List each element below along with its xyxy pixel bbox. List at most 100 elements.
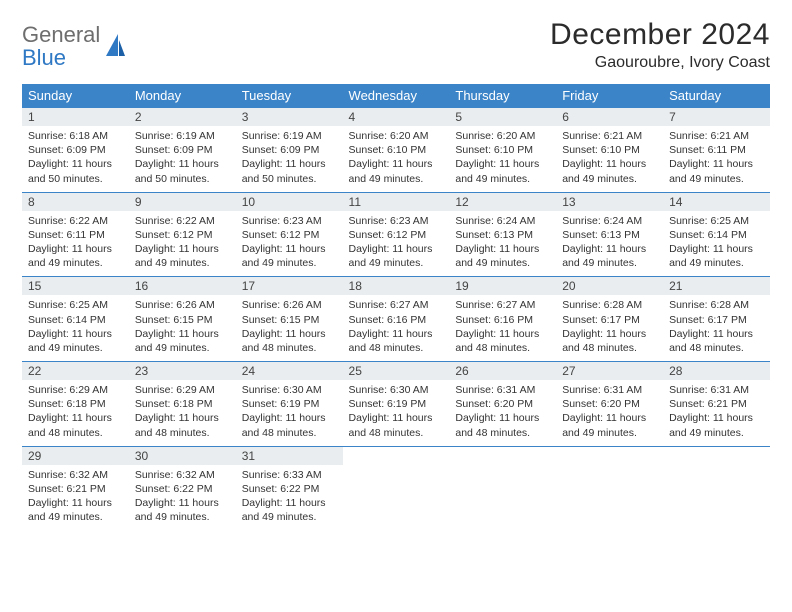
- day-details: Sunrise: 6:23 AMSunset: 6:12 PMDaylight:…: [343, 211, 450, 277]
- day-number: 1: [22, 108, 129, 126]
- day-number: 18: [343, 277, 450, 295]
- day-details: Sunrise: 6:30 AMSunset: 6:19 PMDaylight:…: [236, 380, 343, 446]
- day-details: Sunrise: 6:29 AMSunset: 6:18 PMDaylight:…: [22, 380, 129, 446]
- day-details: Sunrise: 6:31 AMSunset: 6:20 PMDaylight:…: [556, 380, 663, 446]
- weekday-header: Saturday: [663, 84, 770, 108]
- calendar-week-row: 22Sunrise: 6:29 AMSunset: 6:18 PMDayligh…: [22, 362, 770, 447]
- calendar-cell: 3Sunrise: 6:19 AMSunset: 6:09 PMDaylight…: [236, 108, 343, 193]
- day-details: Sunrise: 6:31 AMSunset: 6:20 PMDaylight:…: [449, 380, 556, 446]
- day-details: Sunrise: 6:27 AMSunset: 6:16 PMDaylight:…: [449, 295, 556, 361]
- day-details: Sunrise: 6:30 AMSunset: 6:19 PMDaylight:…: [343, 380, 450, 446]
- month-title: December 2024: [550, 18, 770, 52]
- calendar-week-row: 15Sunrise: 6:25 AMSunset: 6:14 PMDayligh…: [22, 277, 770, 362]
- calendar-cell: 25Sunrise: 6:30 AMSunset: 6:19 PMDayligh…: [343, 362, 450, 447]
- header: General Blue December 2024 Gaouroubre, I…: [22, 18, 770, 72]
- day-number: 3: [236, 108, 343, 126]
- calendar-cell: 22Sunrise: 6:29 AMSunset: 6:18 PMDayligh…: [22, 362, 129, 447]
- day-number: 29: [22, 447, 129, 465]
- day-number: 12: [449, 193, 556, 211]
- day-details: Sunrise: 6:24 AMSunset: 6:13 PMDaylight:…: [449, 211, 556, 277]
- calendar-cell: 24Sunrise: 6:30 AMSunset: 6:19 PMDayligh…: [236, 362, 343, 447]
- day-details: Sunrise: 6:26 AMSunset: 6:15 PMDaylight:…: [129, 295, 236, 361]
- day-details: Sunrise: 6:20 AMSunset: 6:10 PMDaylight:…: [449, 126, 556, 192]
- day-number: 20: [556, 277, 663, 295]
- brand-word2: Blue: [22, 45, 66, 70]
- calendar-cell: ..: [663, 446, 770, 530]
- day-details: Sunrise: 6:25 AMSunset: 6:14 PMDaylight:…: [663, 211, 770, 277]
- day-number: 14: [663, 193, 770, 211]
- day-number: 6: [556, 108, 663, 126]
- weekday-header: Thursday: [449, 84, 556, 108]
- calendar-cell: 11Sunrise: 6:23 AMSunset: 6:12 PMDayligh…: [343, 192, 450, 277]
- weekday-header: Monday: [129, 84, 236, 108]
- day-details: Sunrise: 6:20 AMSunset: 6:10 PMDaylight:…: [343, 126, 450, 192]
- day-details: Sunrise: 6:21 AMSunset: 6:10 PMDaylight:…: [556, 126, 663, 192]
- weekday-header: Tuesday: [236, 84, 343, 108]
- calendar-cell: 13Sunrise: 6:24 AMSunset: 6:13 PMDayligh…: [556, 192, 663, 277]
- calendar-cell: 20Sunrise: 6:28 AMSunset: 6:17 PMDayligh…: [556, 277, 663, 362]
- calendar-cell: 27Sunrise: 6:31 AMSunset: 6:20 PMDayligh…: [556, 362, 663, 447]
- day-number: 23: [129, 362, 236, 380]
- calendar-cell: 31Sunrise: 6:33 AMSunset: 6:22 PMDayligh…: [236, 446, 343, 530]
- weekday-header: Wednesday: [343, 84, 450, 108]
- day-details: Sunrise: 6:31 AMSunset: 6:21 PMDaylight:…: [663, 380, 770, 446]
- day-details: Sunrise: 6:23 AMSunset: 6:12 PMDaylight:…: [236, 211, 343, 277]
- weekday-header: Friday: [556, 84, 663, 108]
- day-details: Sunrise: 6:27 AMSunset: 6:16 PMDaylight:…: [343, 295, 450, 361]
- title-block: December 2024 Gaouroubre, Ivory Coast: [550, 18, 770, 72]
- day-number: 10: [236, 193, 343, 211]
- day-number: 31: [236, 447, 343, 465]
- day-number: 26: [449, 362, 556, 380]
- day-number: 11: [343, 193, 450, 211]
- day-number: 21: [663, 277, 770, 295]
- calendar-cell: 19Sunrise: 6:27 AMSunset: 6:16 PMDayligh…: [449, 277, 556, 362]
- calendar-cell: ..: [556, 446, 663, 530]
- day-number: 30: [129, 447, 236, 465]
- calendar-week-row: 29Sunrise: 6:32 AMSunset: 6:21 PMDayligh…: [22, 446, 770, 530]
- day-details: Sunrise: 6:21 AMSunset: 6:11 PMDaylight:…: [663, 126, 770, 192]
- day-details: Sunrise: 6:28 AMSunset: 6:17 PMDaylight:…: [663, 295, 770, 361]
- calendar-cell: 10Sunrise: 6:23 AMSunset: 6:12 PMDayligh…: [236, 192, 343, 277]
- calendar-cell: 1Sunrise: 6:18 AMSunset: 6:09 PMDaylight…: [22, 108, 129, 193]
- day-number: 19: [449, 277, 556, 295]
- calendar-cell: ..: [343, 446, 450, 530]
- day-number: 25: [343, 362, 450, 380]
- day-details: Sunrise: 6:32 AMSunset: 6:21 PMDaylight:…: [22, 465, 129, 531]
- day-details: Sunrise: 6:29 AMSunset: 6:18 PMDaylight:…: [129, 380, 236, 446]
- day-number: 2: [129, 108, 236, 126]
- day-number: 22: [22, 362, 129, 380]
- day-details: Sunrise: 6:25 AMSunset: 6:14 PMDaylight:…: [22, 295, 129, 361]
- day-number: 16: [129, 277, 236, 295]
- day-details: Sunrise: 6:22 AMSunset: 6:12 PMDaylight:…: [129, 211, 236, 277]
- day-number: 27: [556, 362, 663, 380]
- day-details: Sunrise: 6:22 AMSunset: 6:11 PMDaylight:…: [22, 211, 129, 277]
- calendar-cell: 29Sunrise: 6:32 AMSunset: 6:21 PMDayligh…: [22, 446, 129, 530]
- calendar-cell: 2Sunrise: 6:19 AMSunset: 6:09 PMDaylight…: [129, 108, 236, 193]
- calendar-cell: 17Sunrise: 6:26 AMSunset: 6:15 PMDayligh…: [236, 277, 343, 362]
- day-details: Sunrise: 6:28 AMSunset: 6:17 PMDaylight:…: [556, 295, 663, 361]
- calendar-cell: 21Sunrise: 6:28 AMSunset: 6:17 PMDayligh…: [663, 277, 770, 362]
- location: Gaouroubre, Ivory Coast: [550, 54, 770, 72]
- calendar-cell: 12Sunrise: 6:24 AMSunset: 6:13 PMDayligh…: [449, 192, 556, 277]
- day-details: Sunrise: 6:32 AMSunset: 6:22 PMDaylight:…: [129, 465, 236, 531]
- day-number: 7: [663, 108, 770, 126]
- brand-logo: General Blue: [22, 18, 127, 70]
- sail-icon: [105, 32, 127, 63]
- calendar-cell: 28Sunrise: 6:31 AMSunset: 6:21 PMDayligh…: [663, 362, 770, 447]
- calendar-cell: 14Sunrise: 6:25 AMSunset: 6:14 PMDayligh…: [663, 192, 770, 277]
- brand-word1: General: [22, 22, 100, 47]
- calendar-cell: 15Sunrise: 6:25 AMSunset: 6:14 PMDayligh…: [22, 277, 129, 362]
- day-number: 17: [236, 277, 343, 295]
- day-number: 9: [129, 193, 236, 211]
- calendar-cell: 23Sunrise: 6:29 AMSunset: 6:18 PMDayligh…: [129, 362, 236, 447]
- calendar-cell: 4Sunrise: 6:20 AMSunset: 6:10 PMDaylight…: [343, 108, 450, 193]
- day-number: 15: [22, 277, 129, 295]
- calendar-cell: 5Sunrise: 6:20 AMSunset: 6:10 PMDaylight…: [449, 108, 556, 193]
- calendar-cell: 8Sunrise: 6:22 AMSunset: 6:11 PMDaylight…: [22, 192, 129, 277]
- calendar-cell: 30Sunrise: 6:32 AMSunset: 6:22 PMDayligh…: [129, 446, 236, 530]
- calendar-cell: 7Sunrise: 6:21 AMSunset: 6:11 PMDaylight…: [663, 108, 770, 193]
- calendar-week-row: 8Sunrise: 6:22 AMSunset: 6:11 PMDaylight…: [22, 192, 770, 277]
- day-details: Sunrise: 6:26 AMSunset: 6:15 PMDaylight:…: [236, 295, 343, 361]
- calendar-cell: 6Sunrise: 6:21 AMSunset: 6:10 PMDaylight…: [556, 108, 663, 193]
- day-number: 13: [556, 193, 663, 211]
